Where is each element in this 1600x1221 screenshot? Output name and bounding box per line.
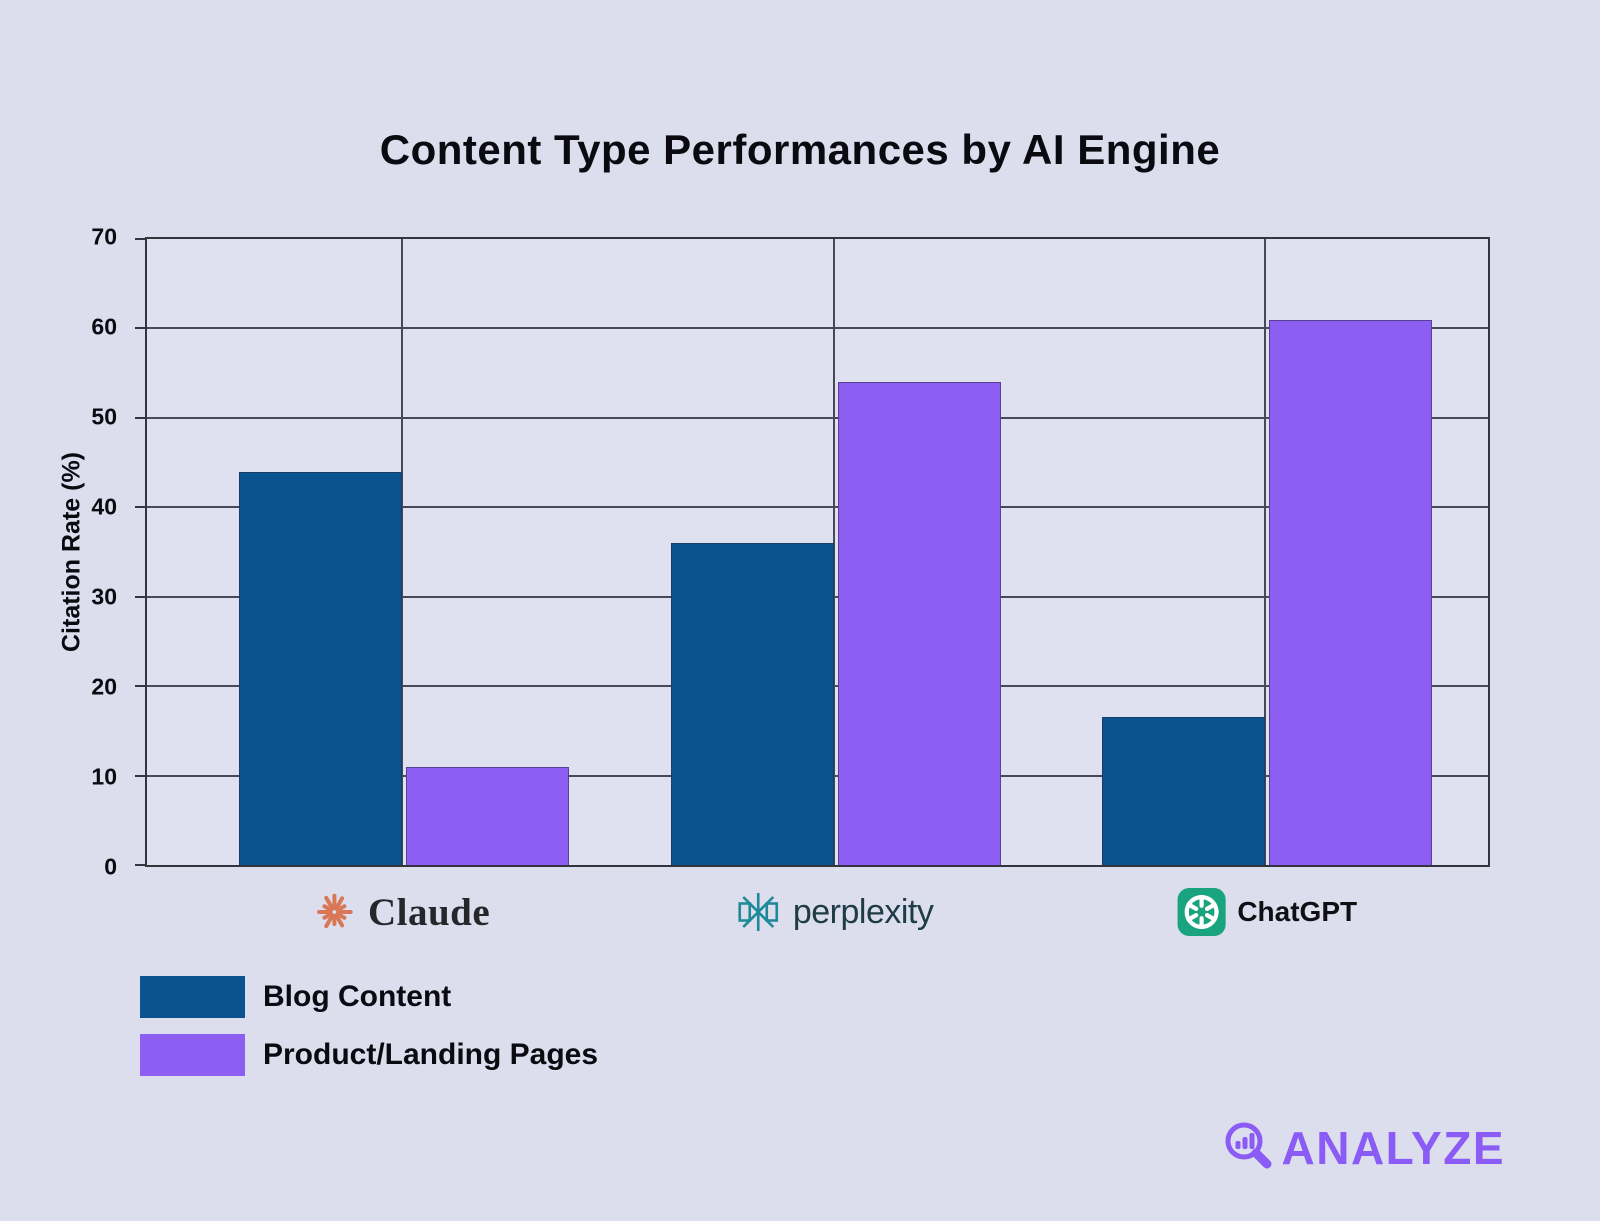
bar-product-landing-pages-claude (405, 766, 569, 865)
x-label-chatgpt-text: ChatGPT (1237, 896, 1358, 927)
x-label-perplexity-text: perplexity (792, 892, 934, 931)
y-tick-mark (135, 774, 145, 777)
x-gridline-claude (400, 239, 403, 865)
y-tick-mark (135, 864, 145, 866)
x-label-perplexity: perplexity (734, 882, 934, 942)
bar-product-landing-pages-perplexity (837, 382, 1001, 865)
y-tick-mark (135, 595, 145, 598)
y-gridline (147, 327, 1488, 330)
openai-badge-icon (1177, 887, 1226, 937)
y-gridline (147, 416, 1488, 419)
plot-area (135, 237, 1490, 867)
y-tick-label: 0 (104, 853, 117, 880)
x-axis-labels: Claude perplexity ChatGP (145, 882, 1490, 942)
bar-product-landing-pages-chatgpt (1269, 319, 1433, 865)
legend-swatch-product-landing-pages (140, 1034, 245, 1076)
x-gridline-chatgpt (1264, 239, 1267, 865)
perplexity-knot-icon (738, 893, 778, 931)
y-tick-mark (135, 685, 145, 688)
x-label-claude: Claude (311, 882, 490, 942)
legend-swatch-blog-content (140, 976, 245, 1018)
legend-label-blog-content: Blog Content (263, 980, 452, 1013)
legend-item-product-landing-pages: Product/Landing Pages (140, 1034, 598, 1076)
brand-name: ANALYZE (1281, 1122, 1505, 1174)
y-tick-label: 10 (91, 763, 117, 790)
chart-title: Content Type Performances by AI Engine (379, 126, 1221, 173)
y-tick-label: 30 (91, 583, 117, 610)
y-tick-label: 60 (91, 313, 117, 340)
x-label-claude-text: Claude (367, 890, 491, 934)
bar-blog-content-perplexity (670, 543, 834, 865)
y-tick-label: 20 (91, 673, 117, 700)
y-tick-label: 50 (91, 403, 117, 430)
y-tick-mark (135, 238, 145, 240)
y-tick-mark (135, 506, 145, 509)
x-label-chatgpt: ChatGPT (1176, 882, 1357, 942)
legend: Blog Content Product/Landing Pages (140, 976, 598, 1076)
x-gridline-perplexity (832, 239, 835, 865)
y-axis-tick-labels: 0 10 20 30 40 50 60 70 (0, 224, 131, 880)
brand-logo: ANALYZE (1217, 1116, 1506, 1180)
bar-blog-content-claude (238, 471, 402, 865)
y-tick-mark (135, 416, 145, 419)
magnifier-bar-chart-icon (1225, 1122, 1271, 1169)
claude-starburst-icon (316, 893, 353, 929)
y-tick-mark (135, 327, 145, 330)
y-gridline (147, 506, 1488, 509)
y-tick-label: 40 (91, 493, 117, 520)
legend-item-blog-content: Blog Content (140, 976, 598, 1018)
legend-label-product-landing-pages: Product/Landing Pages (263, 1038, 599, 1071)
bar-blog-content-chatgpt (1102, 717, 1266, 865)
y-tick-label: 70 (91, 223, 117, 250)
